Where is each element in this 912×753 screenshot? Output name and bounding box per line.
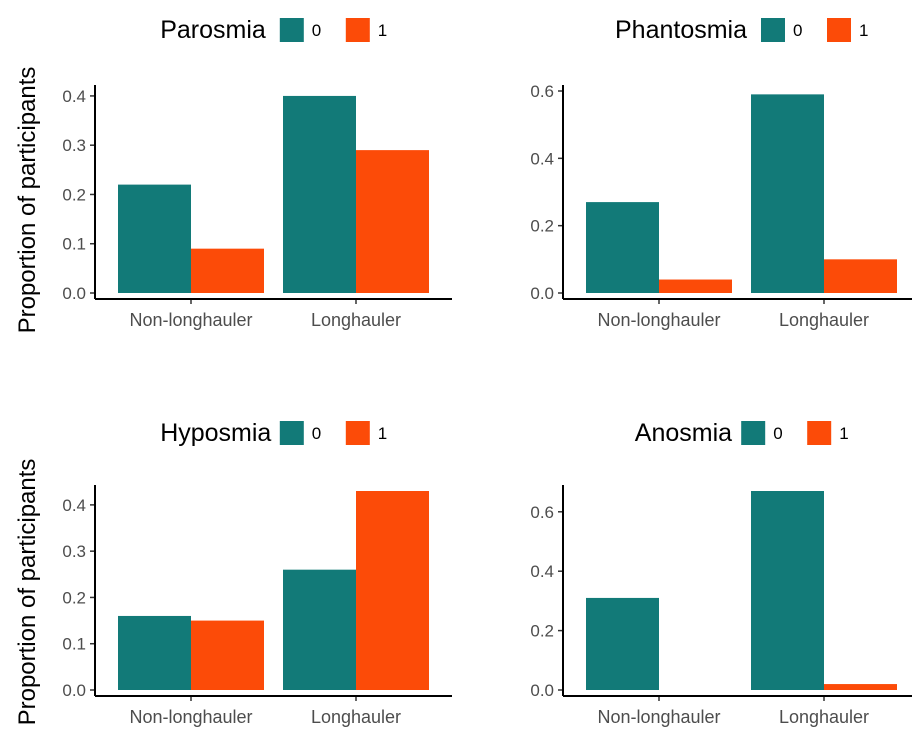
legend-swatch-1 <box>827 18 851 42</box>
y-tick-label: 0.4 <box>62 496 86 515</box>
y-tick-label: 0.1 <box>62 635 86 654</box>
y-tick-label: 0.0 <box>530 284 554 303</box>
legend-swatch-0 <box>279 18 304 42</box>
y-tick-label: 0.4 <box>530 562 554 581</box>
y-tick-label: 0.6 <box>530 503 554 522</box>
x-tick-label: Non-longhauler <box>597 310 720 330</box>
bar-non-longhauler-series-1 <box>659 279 732 293</box>
legend-label-0: 0 <box>312 424 321 443</box>
y-tick-label: 0.4 <box>62 87 86 106</box>
legend: Hyposmia 0 1 <box>160 419 387 447</box>
y-tick-label: 0.3 <box>62 542 86 561</box>
bar-longhauler-series-1 <box>824 684 897 690</box>
y-tick-label: 0.3 <box>62 136 86 155</box>
y-tick-label: 0.2 <box>62 185 86 204</box>
y-tick-label: 0.0 <box>530 681 554 700</box>
legend-swatch-0 <box>741 421 766 445</box>
x-tick-label: Longhauler <box>311 310 401 330</box>
x-tick-label: Longhauler <box>779 707 869 727</box>
legend: Anosmia 0 1 <box>635 419 849 447</box>
legend-swatch-0 <box>761 18 785 42</box>
y-axis-label: Proportion of participants <box>14 459 41 726</box>
legend-swatch-0 <box>279 421 304 445</box>
bar-non-longhauler-series-0 <box>118 184 191 293</box>
legend-label-0: 0 <box>773 424 782 443</box>
chart-panel-parosmia: Non-longhauler Longhauler 0.0 0.1 0.2 0.3 0.4 P… <box>14 16 452 333</box>
y-tick-label: 0.0 <box>62 284 86 303</box>
y-tick-label: 0.0 <box>62 681 86 700</box>
legend-title: Phantosmia <box>615 16 747 44</box>
legend-title: Hyposmia <box>160 419 271 447</box>
legend-label-0: 0 <box>312 21 321 40</box>
x-tick-label: Longhauler <box>779 310 869 330</box>
legend-label-1: 1 <box>378 21 387 40</box>
legend-label-1: 1 <box>378 424 387 443</box>
legend-swatch-1 <box>807 421 832 445</box>
legend: Parosmia 0 1 <box>160 16 387 44</box>
x-tick-label: Non-longhauler <box>129 310 252 330</box>
y-tick-label: 0.2 <box>530 622 554 641</box>
legend-title: Anosmia <box>635 419 732 447</box>
x-tick-label: Non-longhauler <box>597 707 720 727</box>
bar-longhauler-series-1 <box>356 491 429 690</box>
x-tick-label: Non-longhauler <box>129 707 252 727</box>
chart-panel-phantosmia: Non-longhauler Longhauler 0.0 0.2 0.4 0.6 Phan… <box>530 16 912 330</box>
y-tick-label: 0.6 <box>530 82 554 101</box>
chart-panel-hyposmia: Non-longhauler Longhauler 0.0 0.1 0.2 0.3 0.4 H… <box>14 419 452 727</box>
legend-label-1: 1 <box>839 424 848 443</box>
bar-non-longhauler-series-1 <box>191 248 264 293</box>
y-tick-label: 0.2 <box>530 217 554 236</box>
y-tick-label: 0.1 <box>62 235 86 254</box>
legend-swatch-1 <box>345 18 370 42</box>
bar-longhauler-series-1 <box>356 150 429 293</box>
bar-non-longhauler-series-1 <box>191 620 264 690</box>
bar-non-longhauler-series-0 <box>586 202 659 293</box>
bar-longhauler-series-0 <box>751 94 824 293</box>
bar-non-longhauler-series-0 <box>586 597 659 690</box>
legend: Phantosmia 0 1 <box>615 16 868 44</box>
legend-label-0: 0 <box>793 21 802 40</box>
legend-swatch-1 <box>345 421 370 445</box>
y-axis-label: Proportion of participants <box>14 67 41 334</box>
bar-longhauler-series-0 <box>751 491 824 690</box>
x-tick-label: Longhauler <box>311 707 401 727</box>
y-tick-label: 0.4 <box>530 149 554 168</box>
chart-panel-anosmia: Non-longhauler Longhauler 0.0 0.2 0.4 0.6 Anos… <box>530 419 912 727</box>
legend-title: Parosmia <box>160 16 266 44</box>
legend-label-1: 1 <box>859 21 868 40</box>
bar-longhauler-series-1 <box>824 259 897 293</box>
bar-longhauler-series-0 <box>283 569 356 690</box>
bar-non-longhauler-series-0 <box>118 615 191 690</box>
y-tick-label: 0.2 <box>62 588 86 607</box>
bar-longhauler-series-0 <box>283 95 356 294</box>
